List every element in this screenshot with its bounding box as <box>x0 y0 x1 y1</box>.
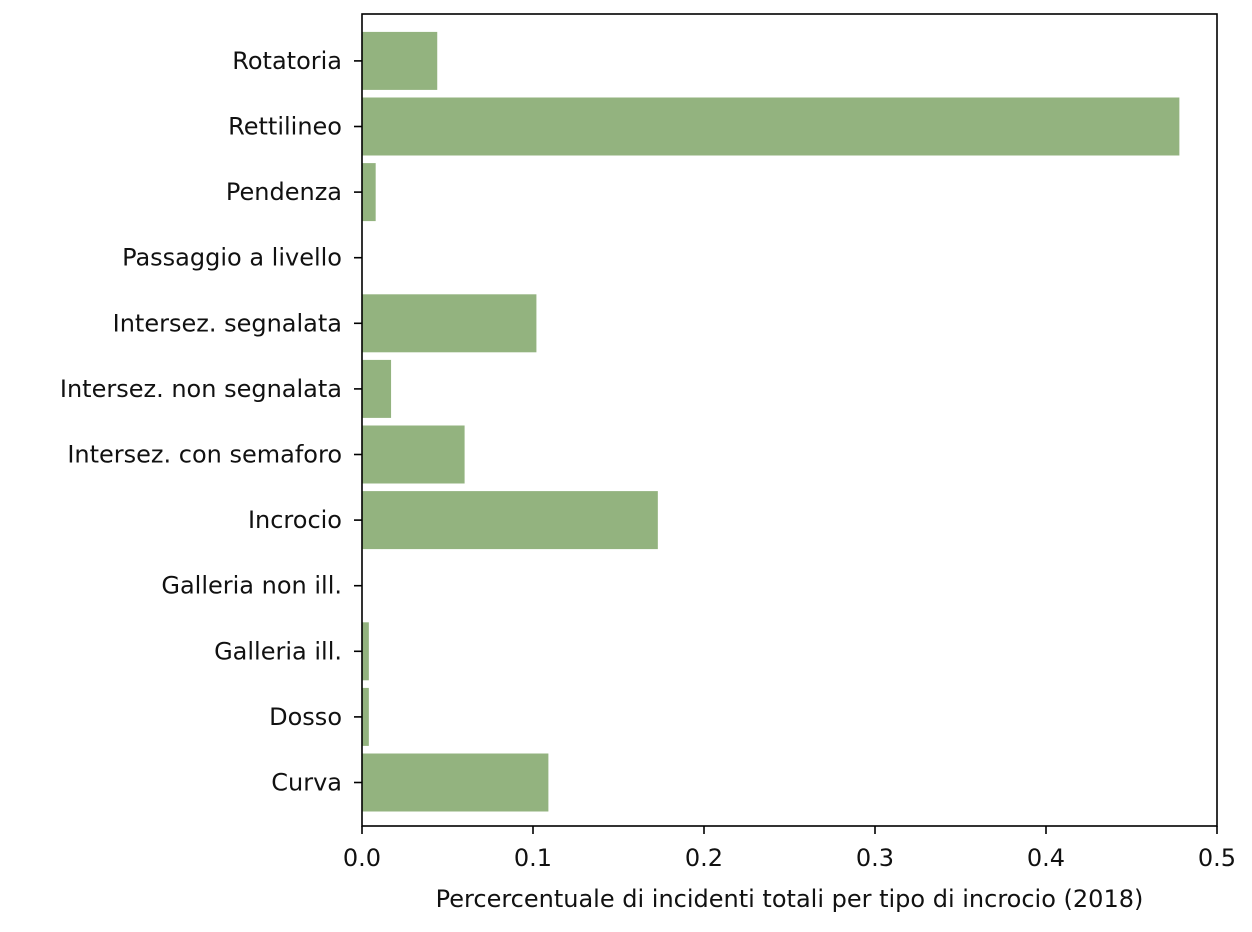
plot-frame <box>361 13 1218 827</box>
y-tick-label-11: Rotatoria <box>232 47 342 75</box>
x-tick-label-4: 0.4 <box>1027 844 1065 872</box>
x-tick-label-1: 0.1 <box>514 844 552 872</box>
y-axis-ticks: Curva Dosso Galleria ill. Galleria non ill.… <box>60 47 362 797</box>
bar-4 <box>362 491 658 550</box>
bar-0 <box>362 753 549 812</box>
y-tick-label-9: Pendenza <box>226 178 342 206</box>
bar-9 <box>362 163 376 222</box>
y-tick-label-3: Galleria non ill. <box>161 572 342 600</box>
bar-11 <box>362 31 438 90</box>
y-tick-label-8: Passaggio a livello <box>122 244 342 272</box>
x-tick-label-2: 0.2 <box>685 844 723 872</box>
bar-1 <box>362 687 369 746</box>
bar-6 <box>362 359 392 418</box>
y-tick-label-7: Intersez. segnalata <box>113 309 342 337</box>
y-tick-label-6: Intersez. non segnalata <box>60 375 342 403</box>
bars-group <box>362 31 1180 812</box>
bar-7 <box>362 294 537 353</box>
y-tick-label-4: Incrocio <box>248 506 342 534</box>
y-tick-label-5: Intersez. con semaforo <box>67 441 342 469</box>
y-tick-label-10: Rettilineo <box>228 113 342 141</box>
x-axis-title: Percercentuale di incidenti totali per t… <box>436 885 1144 913</box>
bar-2 <box>362 622 369 681</box>
x-tick-label-5: 0.5 <box>1198 844 1236 872</box>
bar-5 <box>362 425 465 484</box>
x-tick-label-3: 0.3 <box>856 844 894 872</box>
y-tick-label-0: Curva <box>271 769 342 797</box>
bar-10 <box>362 97 1180 156</box>
y-tick-label-1: Dosso <box>269 703 342 731</box>
y-tick-label-2: Galleria ill. <box>214 637 342 665</box>
x-axis-ticks: 0.0 0.1 0.2 0.3 0.4 0.5 <box>343 826 1236 872</box>
x-tick-label-0: 0.0 <box>343 844 381 872</box>
